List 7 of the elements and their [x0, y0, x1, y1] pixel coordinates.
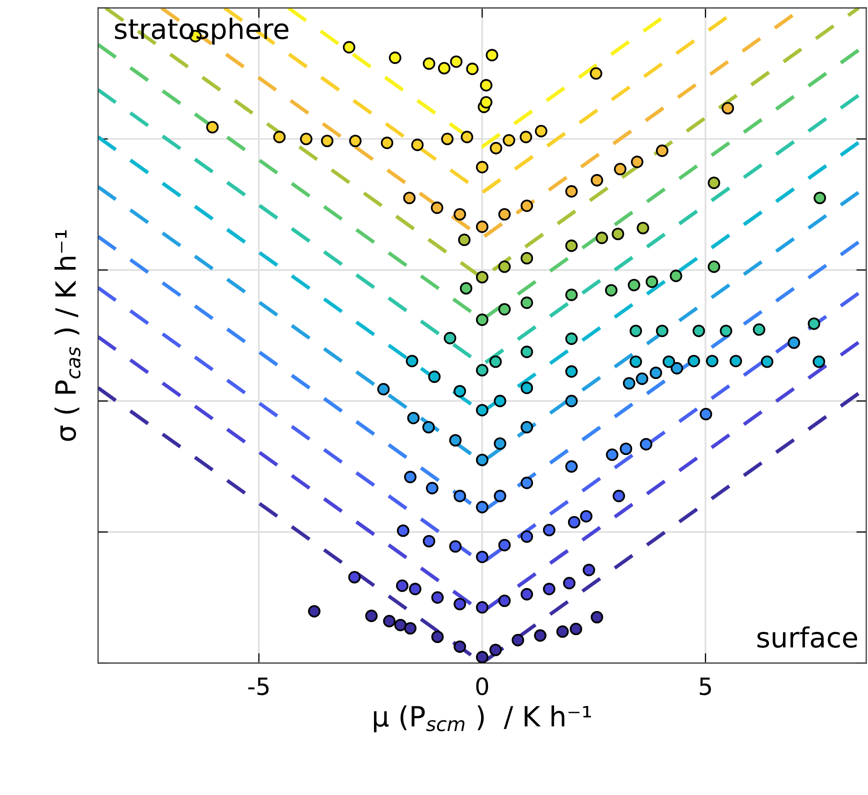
x-tick-label: -5 — [248, 678, 269, 696]
x-tick-label: 0 — [476, 677, 488, 696]
y-axis-title: σ ( P$_{cas}$ ) / K h⁻¹ — [54, 230, 80, 441]
x-tick-label: 5 — [700, 678, 711, 696]
x-axis-title: μ (P$_{scm}$ ) / K h⁻¹ — [374, 705, 591, 732]
annotation: surface — [757, 626, 858, 648]
annotation: stratosphere — [114, 18, 288, 45]
